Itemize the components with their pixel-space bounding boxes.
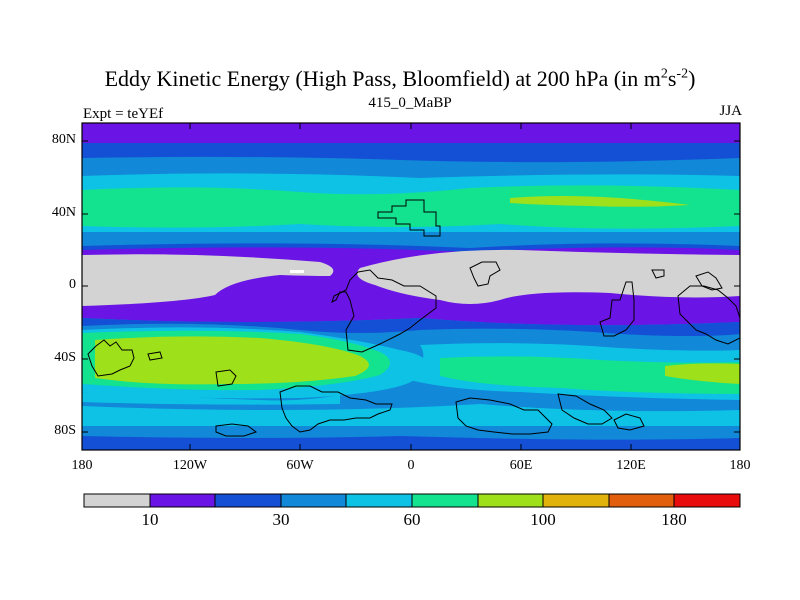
colorbar-swatch-1 (150, 494, 215, 507)
colorbar-swatch-8 (609, 494, 674, 507)
band-high-north (82, 143, 740, 163)
lon-ticks (189, 123, 632, 450)
colorbar-swatch-2 (215, 494, 281, 507)
se-asia-outline (599, 281, 635, 337)
lon-label-180e: 180 (729, 458, 751, 473)
lat-ticks (82, 140, 740, 433)
continent-outlines (87, 199, 740, 437)
band-arctic (82, 123, 740, 143)
arabia-outline (469, 261, 501, 287)
lat-label-40n: 40N (51, 205, 76, 220)
colorbar-swatch-9 (674, 494, 740, 507)
colorbar-swatch-6 (478, 494, 543, 507)
lat-label-80n: 80N (51, 132, 76, 147)
map-title: Eddy Kinetic Energy (High Pass, Bloomfie… (104, 66, 696, 91)
lon-label-0: 0 (407, 458, 415, 473)
colorbar-label-180: 180 (661, 510, 687, 529)
antarctic-peninsula-outline (455, 397, 553, 435)
europe-outline (377, 199, 441, 237)
colorbar-swatch-3 (281, 494, 346, 507)
colorbar-swatch-7 (543, 494, 609, 507)
lon-label-180w: 180 (71, 458, 93, 473)
south-america-south-outline (279, 385, 393, 433)
lat-label-80s: 80S (54, 423, 76, 438)
colorbar-swatch-5 (412, 494, 478, 507)
colorbar-label-10: 10 (141, 510, 159, 529)
colorbar-label-100: 100 (530, 510, 556, 529)
south-atlantic-storm-track (95, 336, 369, 385)
lat-label-eq: 0 (69, 277, 76, 292)
africa-outline (331, 269, 437, 353)
island-outline-1 (87, 339, 135, 377)
lon-label-60w: 60W (286, 458, 314, 473)
colorbar-label-60: 60 (403, 510, 421, 529)
colorbar-swatch-4 (346, 494, 412, 507)
colorbar (83, 493, 741, 508)
colorbar-swatch-0 (84, 494, 150, 507)
experiment-label: Expt = teYEf (83, 106, 164, 122)
australia-outline (677, 285, 740, 345)
lon-label-120e: 120E (616, 458, 646, 473)
map-subtitle: 415_0_MaBP (368, 95, 452, 111)
colorbar-label-30: 30 (272, 510, 290, 529)
lat-label-40s: 40S (54, 350, 76, 365)
lon-label-120w: 120W (172, 458, 208, 473)
eke-field (82, 123, 740, 450)
pacific-jet-core (510, 196, 690, 207)
tropical-minimum-east (357, 249, 740, 304)
lon-label-60e: 60E (509, 458, 533, 473)
tropical-minimum-west (82, 254, 334, 306)
season-label: JJA (719, 103, 742, 119)
